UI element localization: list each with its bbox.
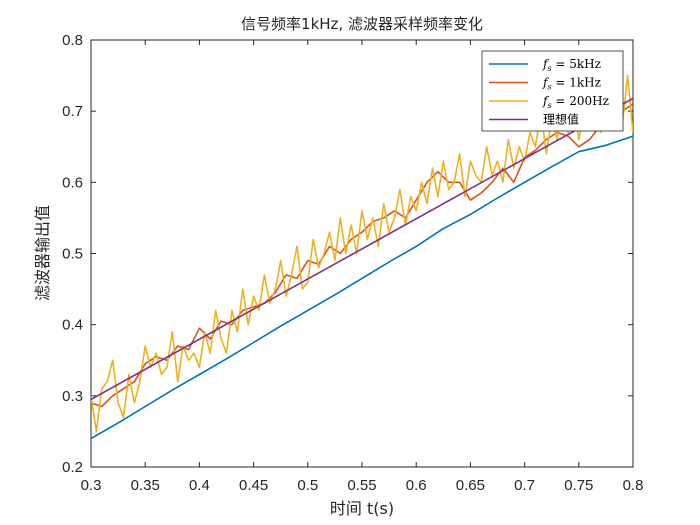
- y-tick-label: 0.6: [62, 174, 83, 191]
- y-tick-label: 0.2: [62, 459, 83, 476]
- x-tick-label: 0.7: [514, 477, 535, 494]
- legend-label: fs = 1kHz: [542, 76, 601, 92]
- x-tick-label: 0.45: [239, 477, 268, 494]
- series-line-3: [91, 97, 633, 401]
- series-line-1: [91, 103, 633, 408]
- x-axis-label: 时间 t(s): [330, 499, 394, 518]
- x-tick-label: 0.4: [189, 477, 210, 494]
- legend-label: 理想值: [543, 112, 579, 127]
- legend-label: fs = 200Hz: [542, 94, 609, 110]
- legend: fs = 5kHz fs = 1kHz fs = 200Hz 理想值: [481, 50, 624, 132]
- x-tick-label: 0.3: [81, 477, 102, 494]
- x-tick-label: 0.8: [623, 477, 644, 494]
- y-axis-label: 滤波器输出值: [33, 205, 52, 301]
- y-tick-label: 0.4: [62, 317, 83, 334]
- x-axis: 0.3 0.35 0.4 0.45 0.5 0.55 0.6 0.65 0.7 0.75 0.8: [81, 40, 644, 494]
- x-tick-label: 0.55: [347, 477, 376, 494]
- chart-title: 信号频率1kHz, 滤波器采样频率变化: [241, 15, 483, 33]
- y-tick-label: 0.3: [62, 388, 83, 405]
- legend-label: fs = 5kHz: [542, 57, 601, 73]
- x-tick-label: 0.75: [564, 477, 593, 494]
- y-tick-label: 0.7: [62, 103, 83, 120]
- y-tick-label: 0.8: [62, 32, 83, 49]
- x-tick-label: 0.6: [406, 477, 427, 494]
- series-line-0: [91, 135, 633, 440]
- y-tick-label: 0.5: [62, 246, 83, 263]
- x-tick-label: 0.65: [456, 477, 485, 494]
- x-tick-label: 0.35: [131, 477, 160, 494]
- x-tick-label: 0.5: [297, 477, 318, 494]
- y-axis: 0.2 0.3 0.4 0.5 0.6 0.7 0.8: [62, 32, 633, 476]
